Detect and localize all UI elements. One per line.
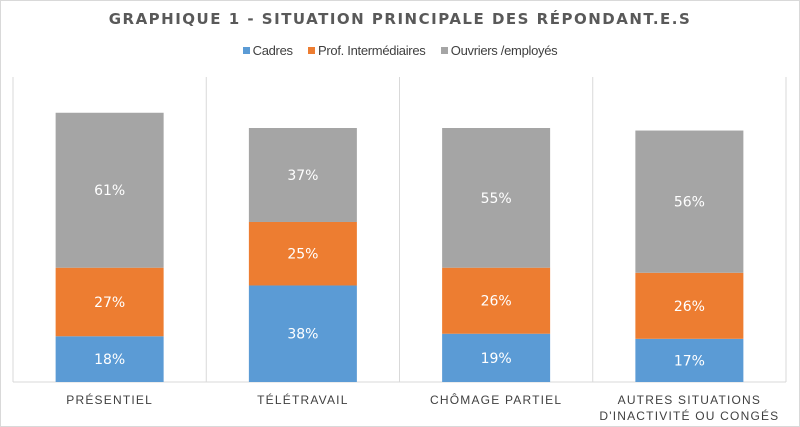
data-label: 26% bbox=[674, 299, 705, 315]
bar-segment bbox=[248, 128, 357, 222]
legend-label: Prof. Intermédiaires bbox=[318, 43, 426, 58]
bar-segment bbox=[55, 336, 164, 382]
bar-segment bbox=[248, 285, 357, 382]
category-label: D'INACTIVITÉ OU CONGÉS bbox=[599, 408, 779, 423]
data-label: 56% bbox=[674, 195, 705, 211]
bar-segment bbox=[442, 333, 551, 382]
category-label: AUTRES SITUATIONS bbox=[618, 393, 762, 407]
legend-label: Cadres bbox=[252, 43, 293, 58]
legend-label: Ouvriers /employés bbox=[450, 43, 558, 58]
bar-segment bbox=[55, 267, 164, 337]
category-label: PRÉSENTIEL bbox=[66, 392, 153, 407]
bar-segment bbox=[55, 112, 164, 268]
bar-segment bbox=[442, 128, 551, 268]
category-label: CHÔMAGE PARTIEL bbox=[430, 392, 562, 407]
legend-swatch bbox=[242, 47, 250, 54]
legend-swatch bbox=[308, 47, 316, 54]
bar-segment bbox=[635, 338, 744, 382]
data-label: 37% bbox=[287, 168, 318, 184]
data-label: 25% bbox=[287, 247, 318, 263]
data-label: 19% bbox=[481, 351, 512, 367]
data-label: 55% bbox=[481, 191, 512, 207]
bar-segment bbox=[248, 221, 357, 286]
bar-segment bbox=[635, 272, 744, 339]
data-label: 17% bbox=[674, 353, 705, 369]
data-label: 27% bbox=[94, 295, 125, 311]
data-label: 26% bbox=[481, 294, 512, 310]
legend: Cadres Prof. Intermédiaires Ouvriers /em… bbox=[0, 43, 800, 58]
chart-title: GRAPHIQUE 1 - SITUATION PRINCIPALE DES R… bbox=[108, 10, 692, 28]
legend-swatch bbox=[440, 47, 448, 54]
bar-segment bbox=[442, 267, 551, 334]
legend-item-ouvriers: Ouvriers /employés bbox=[440, 43, 558, 58]
data-label: 38% bbox=[287, 327, 318, 343]
data-label: 18% bbox=[94, 352, 125, 368]
category-label: TÉLÉTRAVAIL bbox=[257, 392, 348, 407]
bar-segment bbox=[635, 130, 744, 273]
legend-item-cadres: Cadres bbox=[242, 43, 293, 58]
legend-item-prof: Prof. Intermédiaires bbox=[308, 43, 426, 58]
data-label: 61% bbox=[94, 183, 125, 199]
